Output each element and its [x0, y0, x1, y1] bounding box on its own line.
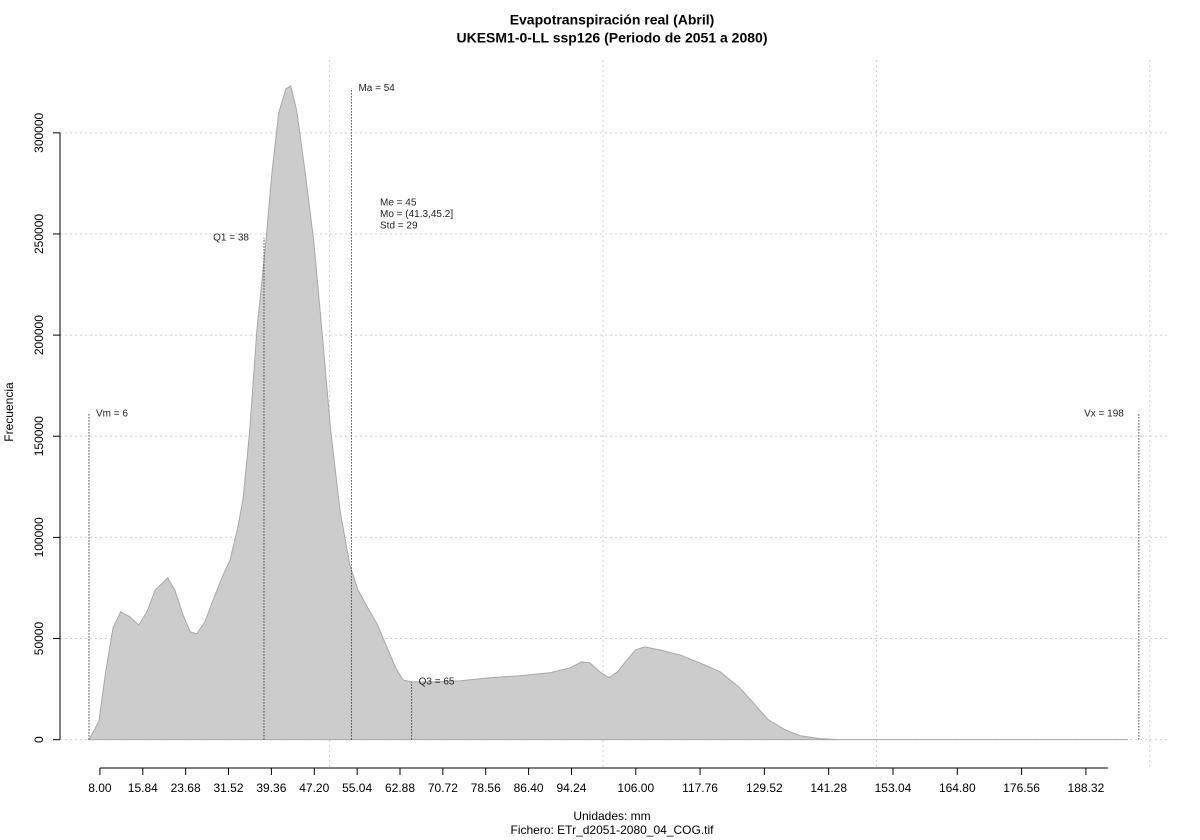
marker-label: Q3 = 65 [419, 676, 455, 687]
x-tick-label: 15.84 [128, 781, 158, 795]
y-tick-label: 300000 [32, 112, 46, 152]
x-tick-label: 78.56 [471, 781, 501, 795]
x-tick-label: 55.04 [342, 781, 372, 795]
x-tick-label: 153.04 [875, 781, 912, 795]
x-tick-label: 176.56 [1003, 781, 1040, 795]
marker-label: Ma = 54 [358, 83, 395, 94]
chart-title: Evapotranspiración real (Abril) [510, 12, 715, 28]
y-axis-label: Frecuencia [2, 382, 16, 442]
x-tick-label: 23.68 [171, 781, 201, 795]
x-axis-label: Unidades: mm [573, 809, 650, 823]
x-tick-label: 62.88 [385, 781, 415, 795]
y-tick-label: 250000 [32, 214, 46, 254]
x-tick-label: 8.00 [88, 781, 112, 795]
density-area [88, 85, 1128, 741]
x-tick-label: 141.28 [810, 781, 847, 795]
y-tick-label: 150000 [32, 416, 46, 456]
x-tick-label: 31.52 [214, 781, 244, 795]
x-tick-label: 129.52 [746, 781, 783, 795]
marker-label: Vm = 6 [96, 409, 128, 420]
x-tick-label: 117.76 [682, 781, 718, 795]
stats-text: Mo = (41.3,45.2] [380, 209, 453, 220]
x-tick-label: 86.40 [514, 781, 544, 795]
y-tick-label: 100000 [32, 517, 46, 557]
caption: Fichero: ETr_d2051-2080_04_COG.tif [511, 823, 715, 837]
x-tick-label: 47.20 [299, 781, 329, 795]
x-tick-label: 94.24 [556, 781, 586, 795]
stats-text: Std = 29 [380, 221, 418, 232]
stats-text: Me = 45 [380, 198, 417, 209]
x-tick-label: 70.72 [428, 781, 458, 795]
x-tick-label: 106.00 [617, 781, 654, 795]
x-tick-label: 188.32 [1068, 781, 1105, 795]
marker-label: Vx = 198 [1084, 409, 1124, 420]
chart-subtitle: UKESM1-0-LL ssp126 (Periodo de 2051 a 20… [457, 30, 768, 46]
y-tick-label: 50000 [32, 622, 46, 656]
marker-label: Q1 = 38 [213, 233, 249, 244]
x-tick-label: 39.36 [256, 781, 286, 795]
x-tick-label: 164.80 [939, 781, 976, 795]
y-tick-label: 0 [32, 736, 46, 743]
y-tick-label: 200000 [32, 315, 46, 355]
